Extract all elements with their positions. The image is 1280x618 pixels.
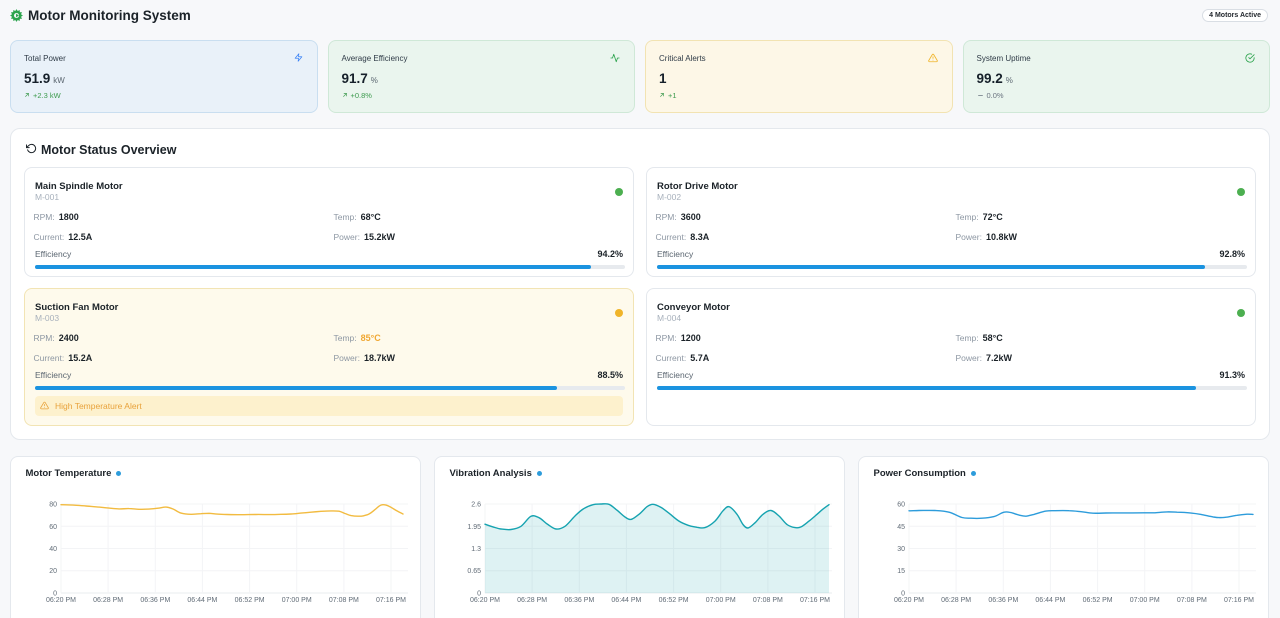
svg-text:06:52 PM: 06:52 PM [235, 597, 265, 604]
svg-text:07:00 PM: 07:00 PM [282, 597, 312, 604]
svg-text:07:16 PM: 07:16 PM [1224, 597, 1254, 604]
svg-text:06:28 PM: 06:28 PM [941, 597, 971, 604]
svg-text:0.65: 0.65 [467, 568, 481, 575]
svg-text:1.95: 1.95 [467, 524, 481, 531]
svg-text:06:44 PM: 06:44 PM [187, 597, 217, 604]
svg-text:0: 0 [53, 591, 57, 598]
svg-text:06:36 PM: 06:36 PM [988, 597, 1018, 604]
svg-text:07:00 PM: 07:00 PM [1130, 597, 1160, 604]
svg-text:07:16 PM: 07:16 PM [800, 597, 830, 604]
svg-text:15: 15 [897, 568, 905, 575]
svg-text:06:44 PM: 06:44 PM [1035, 597, 1065, 604]
svg-text:06:20 PM: 06:20 PM [46, 597, 76, 604]
svg-text:06:52 PM: 06:52 PM [659, 597, 689, 604]
svg-text:30: 30 [897, 546, 905, 553]
svg-text:0: 0 [901, 591, 905, 598]
svg-text:07:08 PM: 07:08 PM [753, 597, 783, 604]
svg-text:06:28 PM: 06:28 PM [517, 597, 547, 604]
svg-text:60: 60 [49, 524, 57, 531]
svg-text:1.3: 1.3 [471, 546, 481, 553]
svg-text:07:16 PM: 07:16 PM [376, 597, 406, 604]
svg-text:40: 40 [49, 546, 57, 553]
svg-text:07:08 PM: 07:08 PM [1177, 597, 1207, 604]
svg-text:60: 60 [897, 502, 905, 509]
svg-text:0: 0 [477, 591, 481, 598]
svg-text:06:36 PM: 06:36 PM [140, 597, 170, 604]
svg-text:06:52 PM: 06:52 PM [1083, 597, 1113, 604]
svg-text:06:20 PM: 06:20 PM [894, 597, 924, 604]
svg-text:07:08 PM: 07:08 PM [329, 597, 359, 604]
svg-text:45: 45 [897, 524, 905, 531]
svg-text:07:00 PM: 07:00 PM [706, 597, 736, 604]
svg-text:2.6: 2.6 [471, 502, 481, 509]
svg-text:06:36 PM: 06:36 PM [564, 597, 594, 604]
svg-text:06:28 PM: 06:28 PM [93, 597, 123, 604]
svg-text:20: 20 [49, 568, 57, 575]
svg-text:06:44 PM: 06:44 PM [611, 597, 641, 604]
svg-text:06:20 PM: 06:20 PM [470, 597, 500, 604]
svg-text:80: 80 [49, 502, 57, 509]
